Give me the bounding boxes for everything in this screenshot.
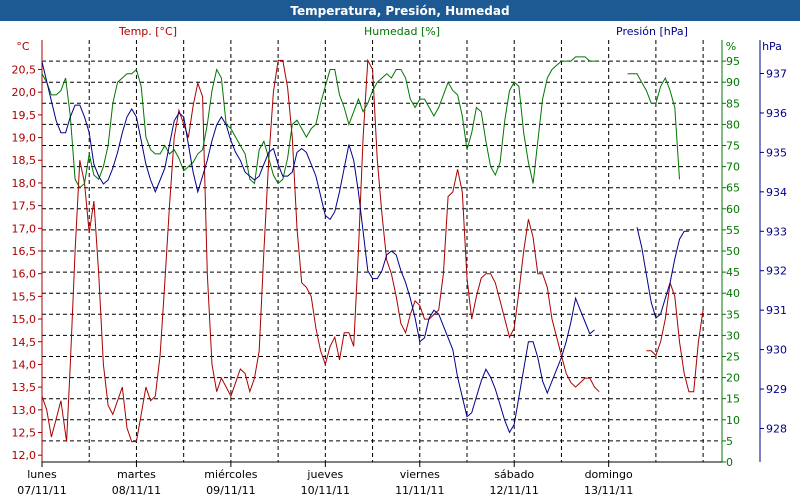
hum-tick-label: 85 bbox=[726, 97, 740, 110]
hum-series-line bbox=[627, 73, 680, 180]
hum-tick-label: 90 bbox=[726, 76, 740, 89]
x-tick-date-label: 11/11/11 bbox=[395, 484, 444, 497]
pres-unit-label: hPa bbox=[762, 40, 782, 53]
x-tick-date-label: 12/11/11 bbox=[490, 484, 539, 497]
temp-axis-label: Temp. [°C] bbox=[118, 25, 177, 38]
hum-tick-label: 30 bbox=[726, 329, 740, 342]
temp-tick-label: 12,0 bbox=[12, 449, 37, 462]
pres-tick-label: 937 bbox=[766, 68, 787, 81]
pres-tick-label: 934 bbox=[766, 186, 787, 199]
pres-tick-label: 933 bbox=[766, 225, 787, 238]
hum-tick-label: 50 bbox=[726, 245, 740, 258]
temp-tick-label: 13,5 bbox=[12, 381, 37, 394]
x-tick-day-label: viernes bbox=[400, 468, 440, 481]
pres-series-line bbox=[41, 61, 595, 434]
temp-tick-label: 20,5 bbox=[12, 63, 37, 76]
hum-tick-label: 75 bbox=[726, 140, 740, 153]
temp-tick-label: 19,5 bbox=[12, 109, 37, 122]
x-tick-date-label: 08/11/11 bbox=[112, 484, 161, 497]
hum-tick-label: 55 bbox=[726, 224, 740, 237]
temp-tick-label: 18,5 bbox=[12, 154, 37, 167]
x-tick-date-label: 09/11/11 bbox=[206, 484, 255, 497]
hum-tick-label: 20 bbox=[726, 372, 740, 385]
temp-tick-label: 17,5 bbox=[12, 200, 37, 213]
temp-tick-label: 14,5 bbox=[12, 336, 37, 349]
hum-series-line bbox=[41, 56, 600, 189]
temp-tick-label: 16,5 bbox=[12, 245, 37, 258]
series bbox=[41, 56, 704, 443]
hum-tick-label: 5 bbox=[726, 435, 733, 448]
temp-series-line bbox=[646, 282, 704, 393]
hum-tick-label: 10 bbox=[726, 414, 740, 427]
hum-tick-label: 60 bbox=[726, 203, 740, 216]
temp-tick-label: 13,0 bbox=[12, 404, 37, 417]
hum-tick-label: 45 bbox=[726, 266, 740, 279]
x-tick-day-label: sábado bbox=[494, 468, 534, 481]
temp-series-line bbox=[41, 58, 600, 443]
pres-axis-label: Presión [hPa] bbox=[616, 25, 688, 38]
hum-unit-label: % bbox=[726, 40, 736, 53]
hum-tick-label: 0 bbox=[726, 456, 733, 469]
chart-title: Temperatura, Presión, Humedad bbox=[290, 4, 509, 18]
pres-tick-label: 929 bbox=[766, 383, 787, 396]
pres-tick-label: 932 bbox=[766, 265, 787, 278]
x-tick-day-label: domingo bbox=[585, 468, 633, 481]
x-tick-date-label: 10/11/11 bbox=[301, 484, 350, 497]
temp-tick-label: 17,0 bbox=[12, 222, 37, 235]
temp-tick-label: 14,0 bbox=[12, 358, 37, 371]
temp-tick-label: 15,0 bbox=[12, 313, 37, 326]
x-tick-day-label: miércoles bbox=[204, 468, 257, 481]
temp-tick-label: 19,0 bbox=[12, 132, 37, 145]
hum-axis-label: Humedad [%] bbox=[364, 25, 440, 38]
axes bbox=[38, 40, 764, 467]
temp-tick-label: 20,0 bbox=[12, 86, 37, 99]
temp-tick-label: 12,5 bbox=[12, 427, 37, 440]
temp-unit-label: °C bbox=[16, 40, 30, 53]
grid bbox=[42, 40, 718, 463]
hum-tick-label: 95 bbox=[726, 55, 740, 68]
hum-tick-label: 15 bbox=[726, 393, 740, 406]
x-tick-date-label: 07/11/11 bbox=[17, 484, 66, 497]
temp-tick-label: 15,5 bbox=[12, 290, 37, 303]
title-bar bbox=[0, 0, 800, 21]
pres-tick-label: 930 bbox=[766, 344, 787, 357]
temp-tick-label: 16,0 bbox=[12, 268, 37, 281]
hum-tick-label: 40 bbox=[726, 287, 740, 300]
hum-tick-label: 25 bbox=[726, 351, 740, 364]
x-tick-day-label: jueves bbox=[306, 468, 343, 481]
x-tick-day-label: lunes bbox=[27, 468, 57, 481]
pres-tick-label: 931 bbox=[766, 304, 787, 317]
x-tick-date-label: 13/11/11 bbox=[584, 484, 633, 497]
pres-tick-label: 935 bbox=[766, 146, 787, 159]
temp-tick-label: 18,0 bbox=[12, 177, 37, 190]
pres-series-line bbox=[636, 227, 689, 319]
hum-tick-label: 65 bbox=[726, 182, 740, 195]
pres-tick-label: 936 bbox=[766, 107, 787, 120]
hum-tick-label: 70 bbox=[726, 161, 740, 174]
hum-tick-label: 35 bbox=[726, 308, 740, 321]
hum-tick-label: 80 bbox=[726, 118, 740, 131]
tick-labels: 12,0 12,5 13,0 13,5 14,0 14,5 15,0 15,5 16,0 16,5… bbox=[12, 55, 788, 497]
x-tick-day-label: martes bbox=[117, 468, 156, 481]
pres-tick-label: 928 bbox=[766, 422, 787, 435]
